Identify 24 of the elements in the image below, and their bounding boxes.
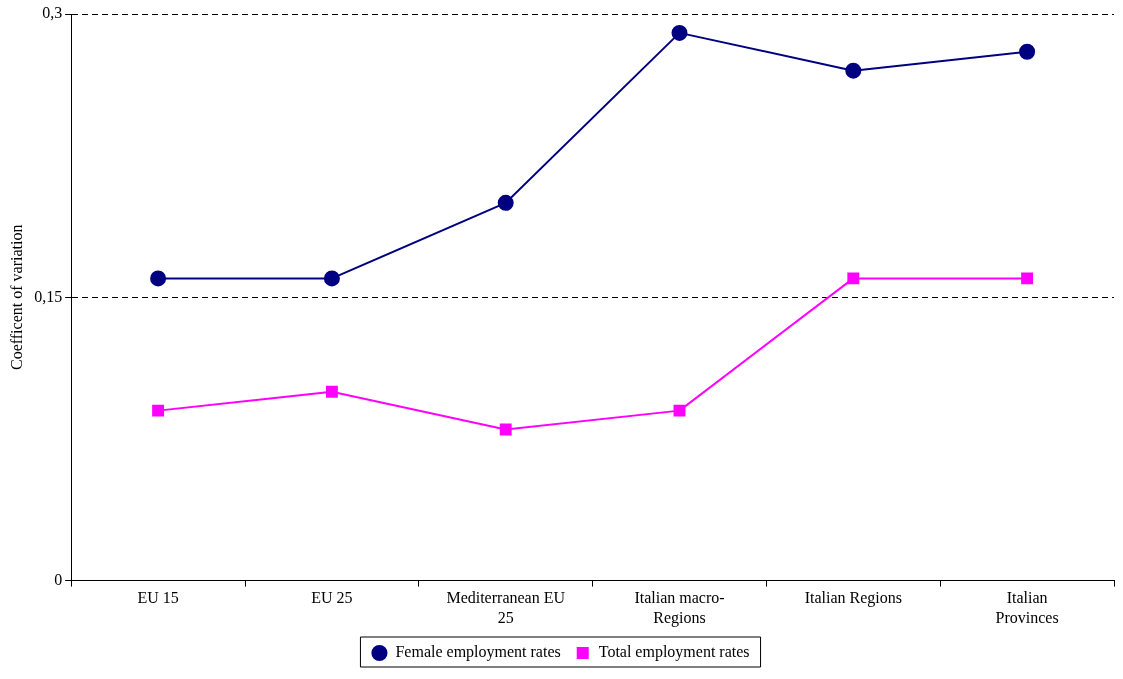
point: [845, 62, 862, 79]
y-axis-title: Coefficent of variation: [7, 224, 25, 371]
x-tick-label: Italian Regions: [804, 589, 902, 608]
x-tick-label: Italian Provinces: [995, 589, 1059, 626]
point: [497, 194, 514, 211]
point: [152, 404, 165, 417]
point: [323, 270, 340, 287]
point: [325, 385, 338, 398]
legend-label: Female employment rates: [395, 643, 561, 662]
x-tick-label: EU 25: [311, 589, 353, 607]
y-tick-label: 0,15: [34, 287, 63, 305]
point: [1021, 272, 1034, 285]
point: [499, 423, 512, 436]
point: [847, 272, 860, 285]
y-tick-label: 0: [54, 570, 63, 588]
x-tick-label: Mediterranean EU 25: [446, 589, 566, 626]
point: [1019, 43, 1036, 60]
point: [150, 270, 167, 287]
y-tick-label: 0,3: [42, 4, 63, 22]
point: [671, 24, 688, 41]
x-tick-label: Italian macro-Regions: [634, 589, 725, 627]
legend-label: Total employment rates: [598, 643, 750, 662]
x-tick-label: EU 15: [137, 589, 179, 607]
point: [673, 404, 686, 417]
